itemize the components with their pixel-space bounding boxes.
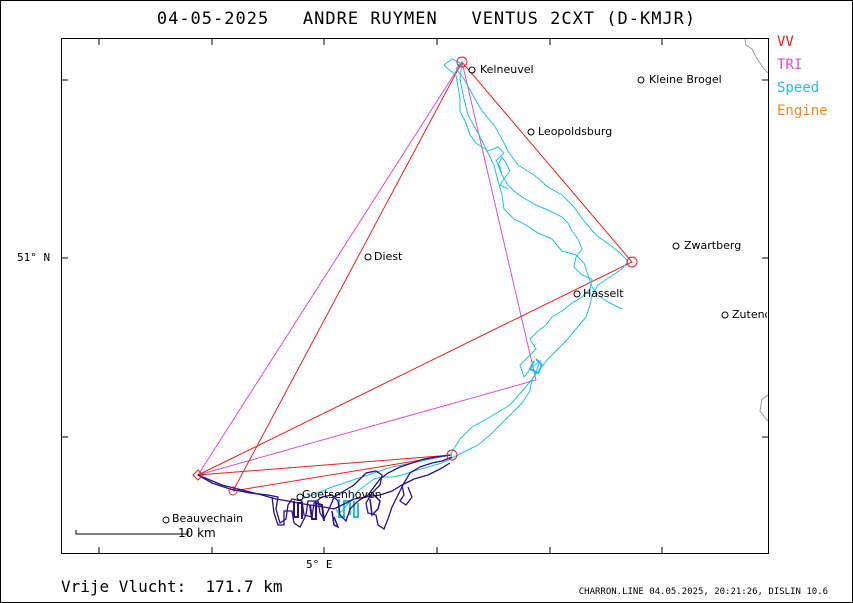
town-label-hasselt: Hasselt <box>583 287 624 300</box>
turnpoint-kelneuvel[interactable] <box>456 56 468 68</box>
town-marker-diest <box>364 253 372 261</box>
low-speed-track-b <box>271 456 453 530</box>
map-area[interactable] <box>61 38 769 554</box>
flight-distance: Vrije Vlucht: 171.7 km <box>61 577 283 596</box>
speed-track-f <box>353 501 359 518</box>
low-speed-track-e <box>309 501 325 522</box>
longitude-label: 5° E <box>306 558 333 571</box>
legend-engine: Engine <box>777 103 828 119</box>
speed-track-c <box>497 156 511 190</box>
map-canvas <box>62 39 768 553</box>
low-speed-track-g <box>331 510 340 529</box>
town-marker-kleine-brogel <box>637 76 645 84</box>
pilot-name: ANDRE RUYMEN <box>302 9 438 29</box>
town-marker-beauvechain <box>162 516 170 524</box>
town-marker-zwartberg <box>672 242 680 250</box>
town-marker-zutend <box>721 311 729 319</box>
speed-track-b <box>459 61 623 310</box>
latitude-label: 51° N <box>17 251 51 264</box>
low-speed-track-c <box>197 462 451 510</box>
town-label-beauvechain: Beauvechain <box>172 512 244 525</box>
town-marker-kelneuvel <box>468 66 476 74</box>
vv-legs <box>197 61 633 492</box>
town-label-kleine-brogel: Kleine Brogel <box>649 73 722 86</box>
town-label-zutend: Zutend <box>732 308 767 321</box>
speed-track <box>301 58 629 514</box>
flight-title: 04-05-2025 ANDRE RUYMEN VENTUS 2CXT (D-K… <box>0 9 853 29</box>
town-label-leopoldsburg: Leopoldsburg <box>538 125 613 138</box>
town-marker-hasselt <box>573 290 581 298</box>
turnpoint-east[interactable] <box>626 256 638 268</box>
scale-bar <box>75 530 189 535</box>
town-label-goetsenhoven: Goetsenhoven <box>302 488 382 501</box>
flight-date: 04-05-2025 <box>156 9 270 29</box>
glider-name: VENTUS 2CXT (D-KMJR) <box>471 9 697 29</box>
speed-track-e <box>338 499 351 518</box>
town-label-kelneuvel: Kelneuvel <box>480 63 534 76</box>
low-speed-track-d <box>293 501 303 519</box>
border-line-east <box>759 394 768 422</box>
town-marker-leopoldsburg <box>527 128 535 136</box>
town-label-diest: Diest <box>374 250 403 263</box>
legend-speed: Speed <box>777 80 820 96</box>
low-speed-track <box>197 454 451 525</box>
low-speed-track-h <box>399 484 413 506</box>
town-marker-goetsenhoven <box>296 493 304 501</box>
turnpoint-south[interactable] <box>446 449 458 461</box>
turnpoint-west[interactable] <box>192 469 204 481</box>
legend-tri: TRI <box>777 57 803 73</box>
scale-label: 10 km <box>178 526 216 540</box>
tri-task-triangle <box>196 60 537 476</box>
footer-info: CHARRON.LINE 04.05.2025, 20:21:26, DISLI… <box>578 587 828 597</box>
border-line <box>744 39 768 74</box>
turnpoint-start[interactable] <box>228 486 238 496</box>
legend-vv: VV <box>777 34 794 50</box>
speed-track-d <box>528 358 544 375</box>
town-label-zwartberg: Zwartberg <box>684 239 742 252</box>
low-speed-track-f <box>369 494 381 517</box>
